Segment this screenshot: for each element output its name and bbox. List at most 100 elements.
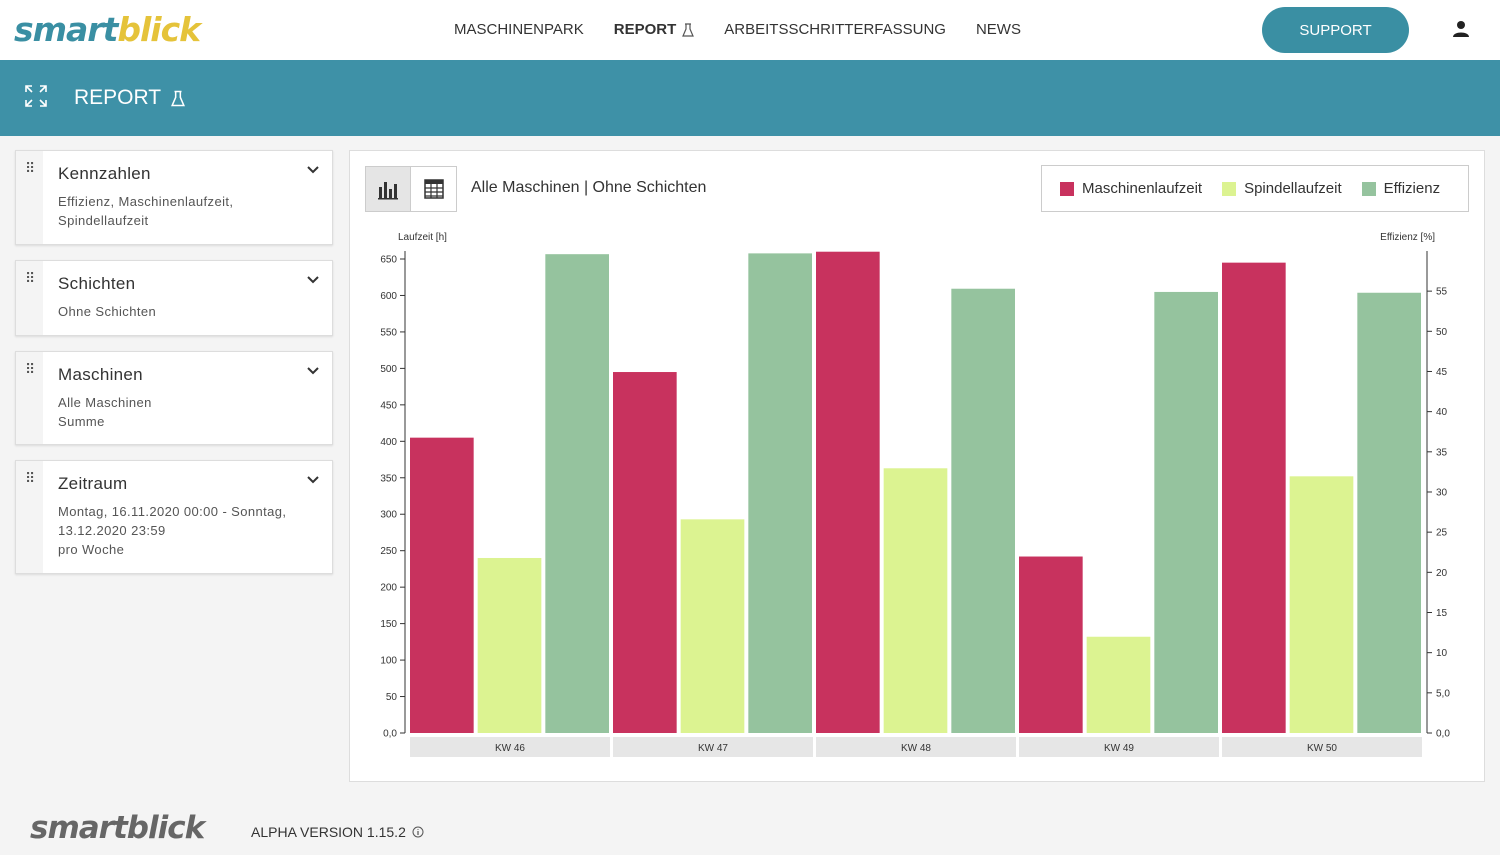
bar-maschinenlaufzeit-kw48[interactable] xyxy=(816,251,880,733)
bar-spindellaufzeit-kw50[interactable] xyxy=(1289,476,1354,733)
bar-chart-view-button[interactable] xyxy=(366,167,412,211)
drag-handle[interactable]: ⠿ xyxy=(16,461,43,573)
y2-tick-label: 55 xyxy=(1436,287,1448,298)
legend-label: Effizienz xyxy=(1383,180,1441,197)
legend-swatch xyxy=(1361,181,1376,196)
bar-spindellaufzeit-kw47[interactable] xyxy=(680,519,745,733)
card-subtitle: Alle Maschinen Summe xyxy=(58,395,152,429)
card-subtitle: Effizienz, Maschinenlaufzeit, Spindellau… xyxy=(58,194,234,228)
x-category-box xyxy=(613,737,813,757)
drag-handle[interactable]: ⠿ xyxy=(16,261,43,335)
chevron-down-icon[interactable] xyxy=(306,275,320,285)
y-tick-label: 50 xyxy=(386,692,398,703)
expand-icon[interactable] xyxy=(24,84,48,108)
y-axis-label: Laufzeit [h] xyxy=(398,232,447,243)
card-subtitle: Ohne Schichten xyxy=(58,304,157,319)
bar-effizienz-kw49[interactable] xyxy=(1154,291,1218,733)
view-toggle xyxy=(365,166,457,212)
y-tick-label: 400 xyxy=(380,437,397,448)
y-tick-label: 500 xyxy=(380,364,397,375)
bar-effizienz-kw48[interactable] xyxy=(951,288,1015,733)
chevron-down-icon[interactable] xyxy=(306,475,320,485)
x-tick-label: KW 46 xyxy=(495,743,525,754)
y2-tick-label: 50 xyxy=(1436,327,1448,338)
y2-tick-label: 0,0 xyxy=(1436,729,1450,740)
bar-effizienz-kw47[interactable] xyxy=(748,253,812,733)
x-category-box xyxy=(1222,737,1422,757)
y-tick-label: 600 xyxy=(380,291,397,302)
nav-item-label: NEWS xyxy=(975,21,1021,38)
x-tick-label: KW 47 xyxy=(698,743,728,754)
legend-item-effizienz[interactable]: Effizienz xyxy=(1361,180,1441,197)
y-tick-label: 200 xyxy=(380,583,397,594)
chart-title: Alle Maschinen | Ohne Schichten xyxy=(471,179,707,196)
y-tick-label: 100 xyxy=(380,656,397,667)
bar-maschinenlaufzeit-kw47[interactable] xyxy=(613,372,677,733)
y2-tick-label: 45 xyxy=(1436,367,1448,378)
logo-text-part2: blick xyxy=(117,10,201,49)
bar-chart: Laufzeit [h] Effizienz [%] KW 46 KW 47 KW … xyxy=(380,232,1450,757)
chart-legend: Maschinenlaufzeit Spindellaufzeit Effizi… xyxy=(1041,165,1469,212)
version-info: ALPHA VERSION 1.15.2 xyxy=(251,824,424,840)
legend-item-spindellaufzeit[interactable]: Spindellaufzeit xyxy=(1222,180,1342,197)
bar-maschinenlaufzeit-kw49[interactable] xyxy=(1019,556,1083,733)
version-text: ALPHA VERSION 1.15.2 xyxy=(251,824,406,840)
smartblick-logo[interactable]: smartblick xyxy=(14,10,201,49)
page-title: REPORT xyxy=(74,86,186,110)
nav-item-news[interactable]: NEWS xyxy=(976,21,1021,38)
drag-dots-icon: ⠿ xyxy=(25,270,35,286)
bar-maschinenlaufzeit-kw50[interactable] xyxy=(1222,262,1286,733)
x-tick-label: KW 49 xyxy=(1104,743,1134,754)
legend-swatch xyxy=(1222,181,1237,196)
card-title: Kennzahlen xyxy=(58,164,151,183)
sidebar-card-kennzahlen[interactable]: ⠿ Kennzahlen Effizienz, Maschinenlaufzei… xyxy=(15,150,333,245)
bar-spindellaufzeit-kw46[interactable] xyxy=(477,557,542,733)
nav-item-maschinenpark[interactable]: MASCHINENPARK xyxy=(454,21,584,38)
nav-item-report[interactable]: REPORT xyxy=(614,21,695,38)
y2-tick-label: 10 xyxy=(1436,648,1448,659)
y2-tick-label: 15 xyxy=(1436,608,1448,619)
user-icon[interactable] xyxy=(1452,20,1470,38)
drag-handle[interactable]: ⠿ xyxy=(16,352,43,444)
table-view-button[interactable] xyxy=(411,167,456,211)
card-title: Schichten xyxy=(58,274,136,293)
drag-dots-icon: ⠿ xyxy=(25,470,35,486)
card-title: Maschinen xyxy=(58,365,143,384)
sidebar-card-maschinen[interactable]: ⠿ Maschinen Alle Maschinen Summe xyxy=(15,351,333,445)
y2-tick-label: 30 xyxy=(1436,487,1448,498)
legend-item-maschinenlaufzeit[interactable]: Maschinenlaufzeit xyxy=(1060,180,1202,197)
bar-maschinenlaufzeit-kw46[interactable] xyxy=(410,437,474,733)
top-navigation: smartblick MASCHINENPARK REPORT ARBEITSS… xyxy=(0,0,1500,60)
x-tick-label: KW 48 xyxy=(901,743,931,754)
sidebar-card-schichten[interactable]: ⠿ Schichten Ohne Schichten xyxy=(15,260,333,336)
x-category-box xyxy=(816,737,1016,757)
y2-axis-label: Effizienz [%] xyxy=(1380,232,1435,243)
nav-item-arbeitsschritterfassung[interactable]: ARBEITSSCHRITTERFASSUNG xyxy=(724,21,946,38)
card-subtitle: Montag, 16.11.2020 00:00 - Sonntag, 13.1… xyxy=(58,504,287,557)
info-icon[interactable] xyxy=(412,826,424,838)
y-tick-label: 0,0 xyxy=(383,729,397,740)
bar-spindellaufzeit-kw49[interactable] xyxy=(1086,636,1151,733)
legend-swatch xyxy=(1060,181,1074,196)
y-tick-label: 450 xyxy=(380,400,397,411)
page-title-text: REPORT xyxy=(74,86,162,109)
y2-tick-label: 40 xyxy=(1436,407,1448,418)
y-tick-label: 150 xyxy=(380,619,397,630)
drag-handle[interactable]: ⠿ xyxy=(16,151,43,244)
y-tick-label: 350 xyxy=(380,473,397,484)
sidebar-card-zeitraum[interactable]: ⠿ Zeitraum Montag, 16.11.2020 00:00 - So… xyxy=(15,460,333,574)
chevron-down-icon[interactable] xyxy=(306,165,320,175)
bar-spindellaufzeit-kw48[interactable] xyxy=(883,468,948,733)
chevron-down-icon[interactable] xyxy=(306,366,320,376)
nav-item-label: REPORT xyxy=(613,21,677,38)
nav-item-label: ARBEITSSCHRITTERFASSUNG xyxy=(724,21,946,38)
legend-label: Spindellaufzeit xyxy=(1244,180,1342,197)
support-button[interactable]: SUPPORT xyxy=(1262,7,1409,53)
bar-effizienz-kw46[interactable] xyxy=(545,254,609,733)
report-panel: Alle Maschinen | Ohne Schichten Maschine… xyxy=(349,150,1485,782)
x-category-box xyxy=(1019,737,1219,757)
footer-logo: smartblick xyxy=(30,810,205,846)
y2-tick-label: 5,0 xyxy=(1436,688,1450,699)
y-tick-label: 250 xyxy=(380,546,397,557)
bar-effizienz-kw50[interactable] xyxy=(1357,292,1421,733)
